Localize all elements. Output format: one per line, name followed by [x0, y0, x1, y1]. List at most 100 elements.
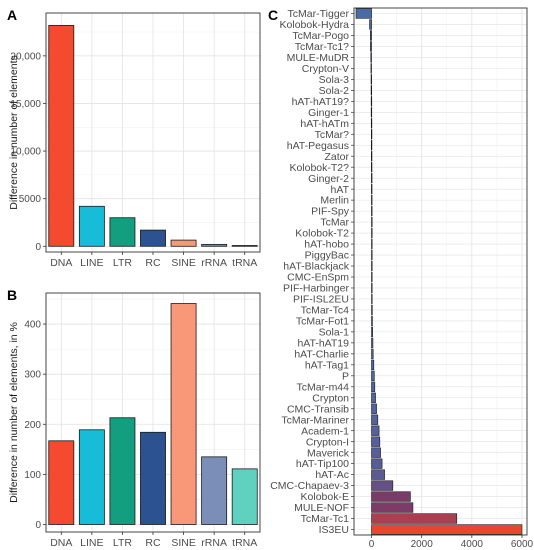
bar-hat-blackjack	[371, 260, 373, 272]
bar-sola-3	[370, 74, 372, 85]
y-tick-label: hAT-hATm	[300, 118, 349, 130]
bar-ltr	[109, 217, 136, 247]
bar-academ-1	[371, 425, 380, 436]
y-tick-label: TcMar-Tc1	[301, 513, 350, 525]
bar-mule-mudr	[370, 52, 372, 63]
bar-cmc-enspm	[371, 271, 373, 283]
bar-line	[78, 429, 105, 525]
bar-crypton-v	[370, 63, 372, 74]
x-tick-label: tRNA	[232, 257, 257, 269]
bar-rc	[140, 229, 166, 247]
bar-ginger-1	[370, 107, 373, 118]
bar-piggybac	[371, 249, 373, 261]
y-tick-label: hAT-Charlie	[294, 348, 349, 360]
x-tick-label: rRNA	[201, 537, 227, 549]
y-tick-label: Kolobok-T2?	[289, 162, 349, 174]
panel-label: A	[7, 7, 17, 23]
x-tick-label: DNA	[50, 257, 72, 269]
y-tick-label: MULE-NOF	[294, 502, 349, 514]
x-tick-label: 6000	[511, 539, 534, 550]
x-tick-label: tRNA	[232, 537, 257, 549]
panel-label: C	[268, 7, 278, 23]
y-tick-label: 0	[35, 242, 41, 253]
y-tick-label: hAT-hobo	[304, 239, 349, 251]
bar-tcmar-tc1	[371, 513, 458, 524]
bar-tcmar-fot1	[371, 315, 373, 327]
y-tick-label: PIF-Harbinger	[283, 283, 349, 295]
bar-sine	[170, 239, 197, 247]
panel-a: DNA LINE LTR RC SINE rRNA tRNA 0 5000 10,000 15,00…	[7, 7, 261, 269]
bar-rrna	[201, 456, 228, 525]
y-tick-label: 400	[24, 320, 41, 331]
bar-tcmar-pogo	[369, 30, 372, 41]
bar-tcmar-mariner	[371, 414, 379, 425]
y-tick-label: TcMar-m44	[296, 381, 349, 393]
bar-zator	[371, 151, 373, 162]
y-tick-label: Merlin	[320, 195, 349, 207]
bar-cmc-transib	[371, 403, 377, 414]
bar-hat-ac	[371, 469, 385, 480]
x-tick-label: RC	[145, 257, 161, 269]
x-tick-label: LTR	[113, 257, 132, 269]
panel-c: TcMar-TiggerKolobok-HydraTcMar-PogoTcMar…	[268, 7, 534, 550]
bar-rrna	[201, 243, 228, 247]
bar-maverick	[371, 447, 381, 458]
bar-dna	[48, 24, 75, 247]
y-tick-label: hAT-Tip100	[296, 458, 349, 470]
y-tick-label: 0	[35, 520, 41, 531]
y-tick-label: Kolobok-T2	[295, 228, 349, 240]
bar-tcmar-m44	[371, 381, 376, 392]
y-tick-label: TcMar-Tc4	[301, 305, 350, 317]
y-tick-label: 20,000	[10, 51, 41, 62]
y-tick-label: TcMar	[320, 217, 349, 229]
bar-kolobok-t2	[371, 227, 373, 239]
y-tick-label: Zator	[324, 151, 349, 163]
bar-pif-spy	[371, 205, 373, 217]
y-tick-label: TcMar?	[315, 129, 350, 141]
bar-ginger-2	[371, 173, 373, 184]
y-tick-label: CMC-Chapaev-3	[270, 480, 349, 492]
x-tick-label: 2000	[411, 539, 434, 550]
bar-hat-hat19-	[370, 96, 373, 107]
bar-crypton	[371, 392, 376, 403]
panel-frame	[45, 292, 261, 533]
bar-kolobok-e	[371, 491, 411, 502]
x-tick-label: 4000	[461, 539, 484, 550]
y-tick-label: CMC-EnSpm	[287, 272, 349, 284]
y-tick-label: PIF-Spy	[311, 206, 350, 218]
y-tick-label: 200	[24, 420, 41, 431]
y-tick-label: hAT-Ac	[315, 469, 349, 481]
y-tick-label: 15,000	[10, 99, 41, 110]
bar-trna	[231, 245, 258, 247]
y-tick-label: Crypton	[312, 392, 349, 404]
bar-hat-tag1	[371, 359, 375, 370]
y-tick-label: hAT	[331, 184, 350, 196]
y-tick-label: TcMar-Tigger	[288, 8, 350, 20]
panel-frame	[353, 7, 528, 536]
y-tick-label: MULE-MuDR	[287, 52, 350, 64]
bar-tcmar-	[370, 129, 373, 140]
y-tick-label: Sola-2	[319, 85, 350, 97]
y-tick-label: Sola-1	[319, 326, 350, 338]
bar-tcmar-tc4	[371, 304, 373, 316]
bar-rc	[140, 431, 166, 525]
y-tick-label: 10,000	[10, 147, 41, 158]
y-tick-label: IS3EU	[319, 524, 349, 536]
y-tick-label: TcMar-Pogo	[292, 30, 349, 42]
bar-tcmar-tigger	[355, 8, 372, 19]
bar-line	[78, 205, 105, 247]
panel-b: DNA LINE LTR RC SINE rRNA tRNA 0 100 200 300 400 Dif…	[7, 287, 261, 549]
x-tick-label: LTR	[113, 537, 132, 549]
bar-hat-hat19	[371, 337, 374, 348]
y-axis-label: Difference in number of elements	[8, 55, 20, 209]
bar-sine	[170, 303, 197, 525]
x-tick-label: SINE	[171, 257, 196, 269]
bar-hat-charlie	[371, 348, 374, 359]
bar-mule-nof	[371, 502, 414, 513]
panel-frame	[45, 12, 261, 253]
bar-cmc-chapaev-3	[371, 480, 394, 491]
bar-hat-tip100	[371, 458, 383, 469]
y-tick-label: P	[342, 370, 349, 382]
y-tick-label: Ginger-2	[308, 173, 349, 185]
